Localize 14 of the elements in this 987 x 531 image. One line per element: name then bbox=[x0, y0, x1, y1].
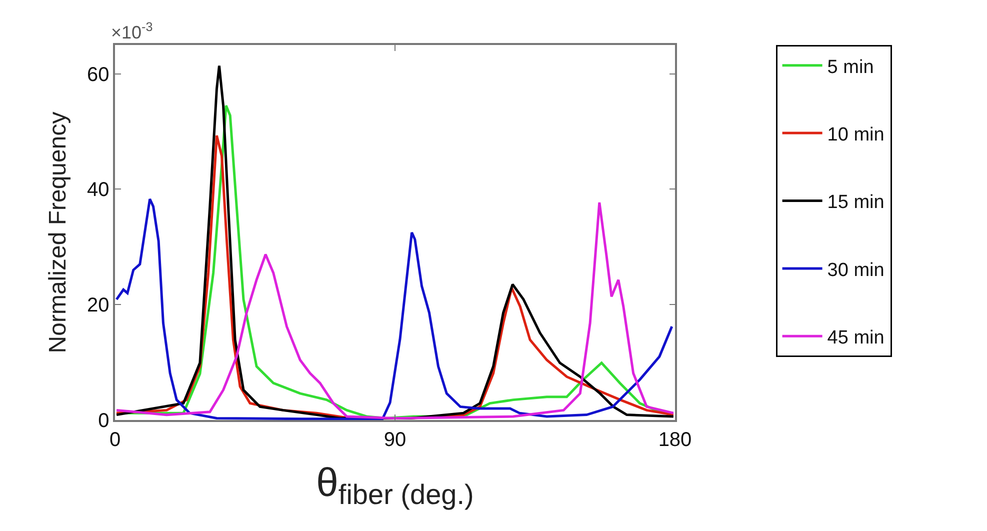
y-tick-label: 20 bbox=[87, 294, 110, 317]
legend-label: 30 min bbox=[827, 260, 884, 281]
x-tick-label: 90 bbox=[384, 428, 406, 451]
x-tick-label: 180 bbox=[658, 428, 692, 451]
y-axis-title: Normalized Frequency bbox=[44, 112, 72, 354]
legend-label: 45 min bbox=[827, 328, 884, 349]
x-axis-title: θ$_{fiber (deg.)}$ bbox=[316, 460, 474, 510]
legend-label: 15 min bbox=[827, 192, 884, 214]
y-tick-label: 0 bbox=[98, 410, 110, 432]
legend-label: 10 min bbox=[827, 124, 884, 146]
y-tick-label: 60 bbox=[87, 64, 110, 86]
text: ×10$^{-3}$ bbox=[111, 20, 153, 43]
y-tick-label: 40 bbox=[87, 179, 110, 202]
legend-label: 5 min bbox=[827, 56, 874, 78]
